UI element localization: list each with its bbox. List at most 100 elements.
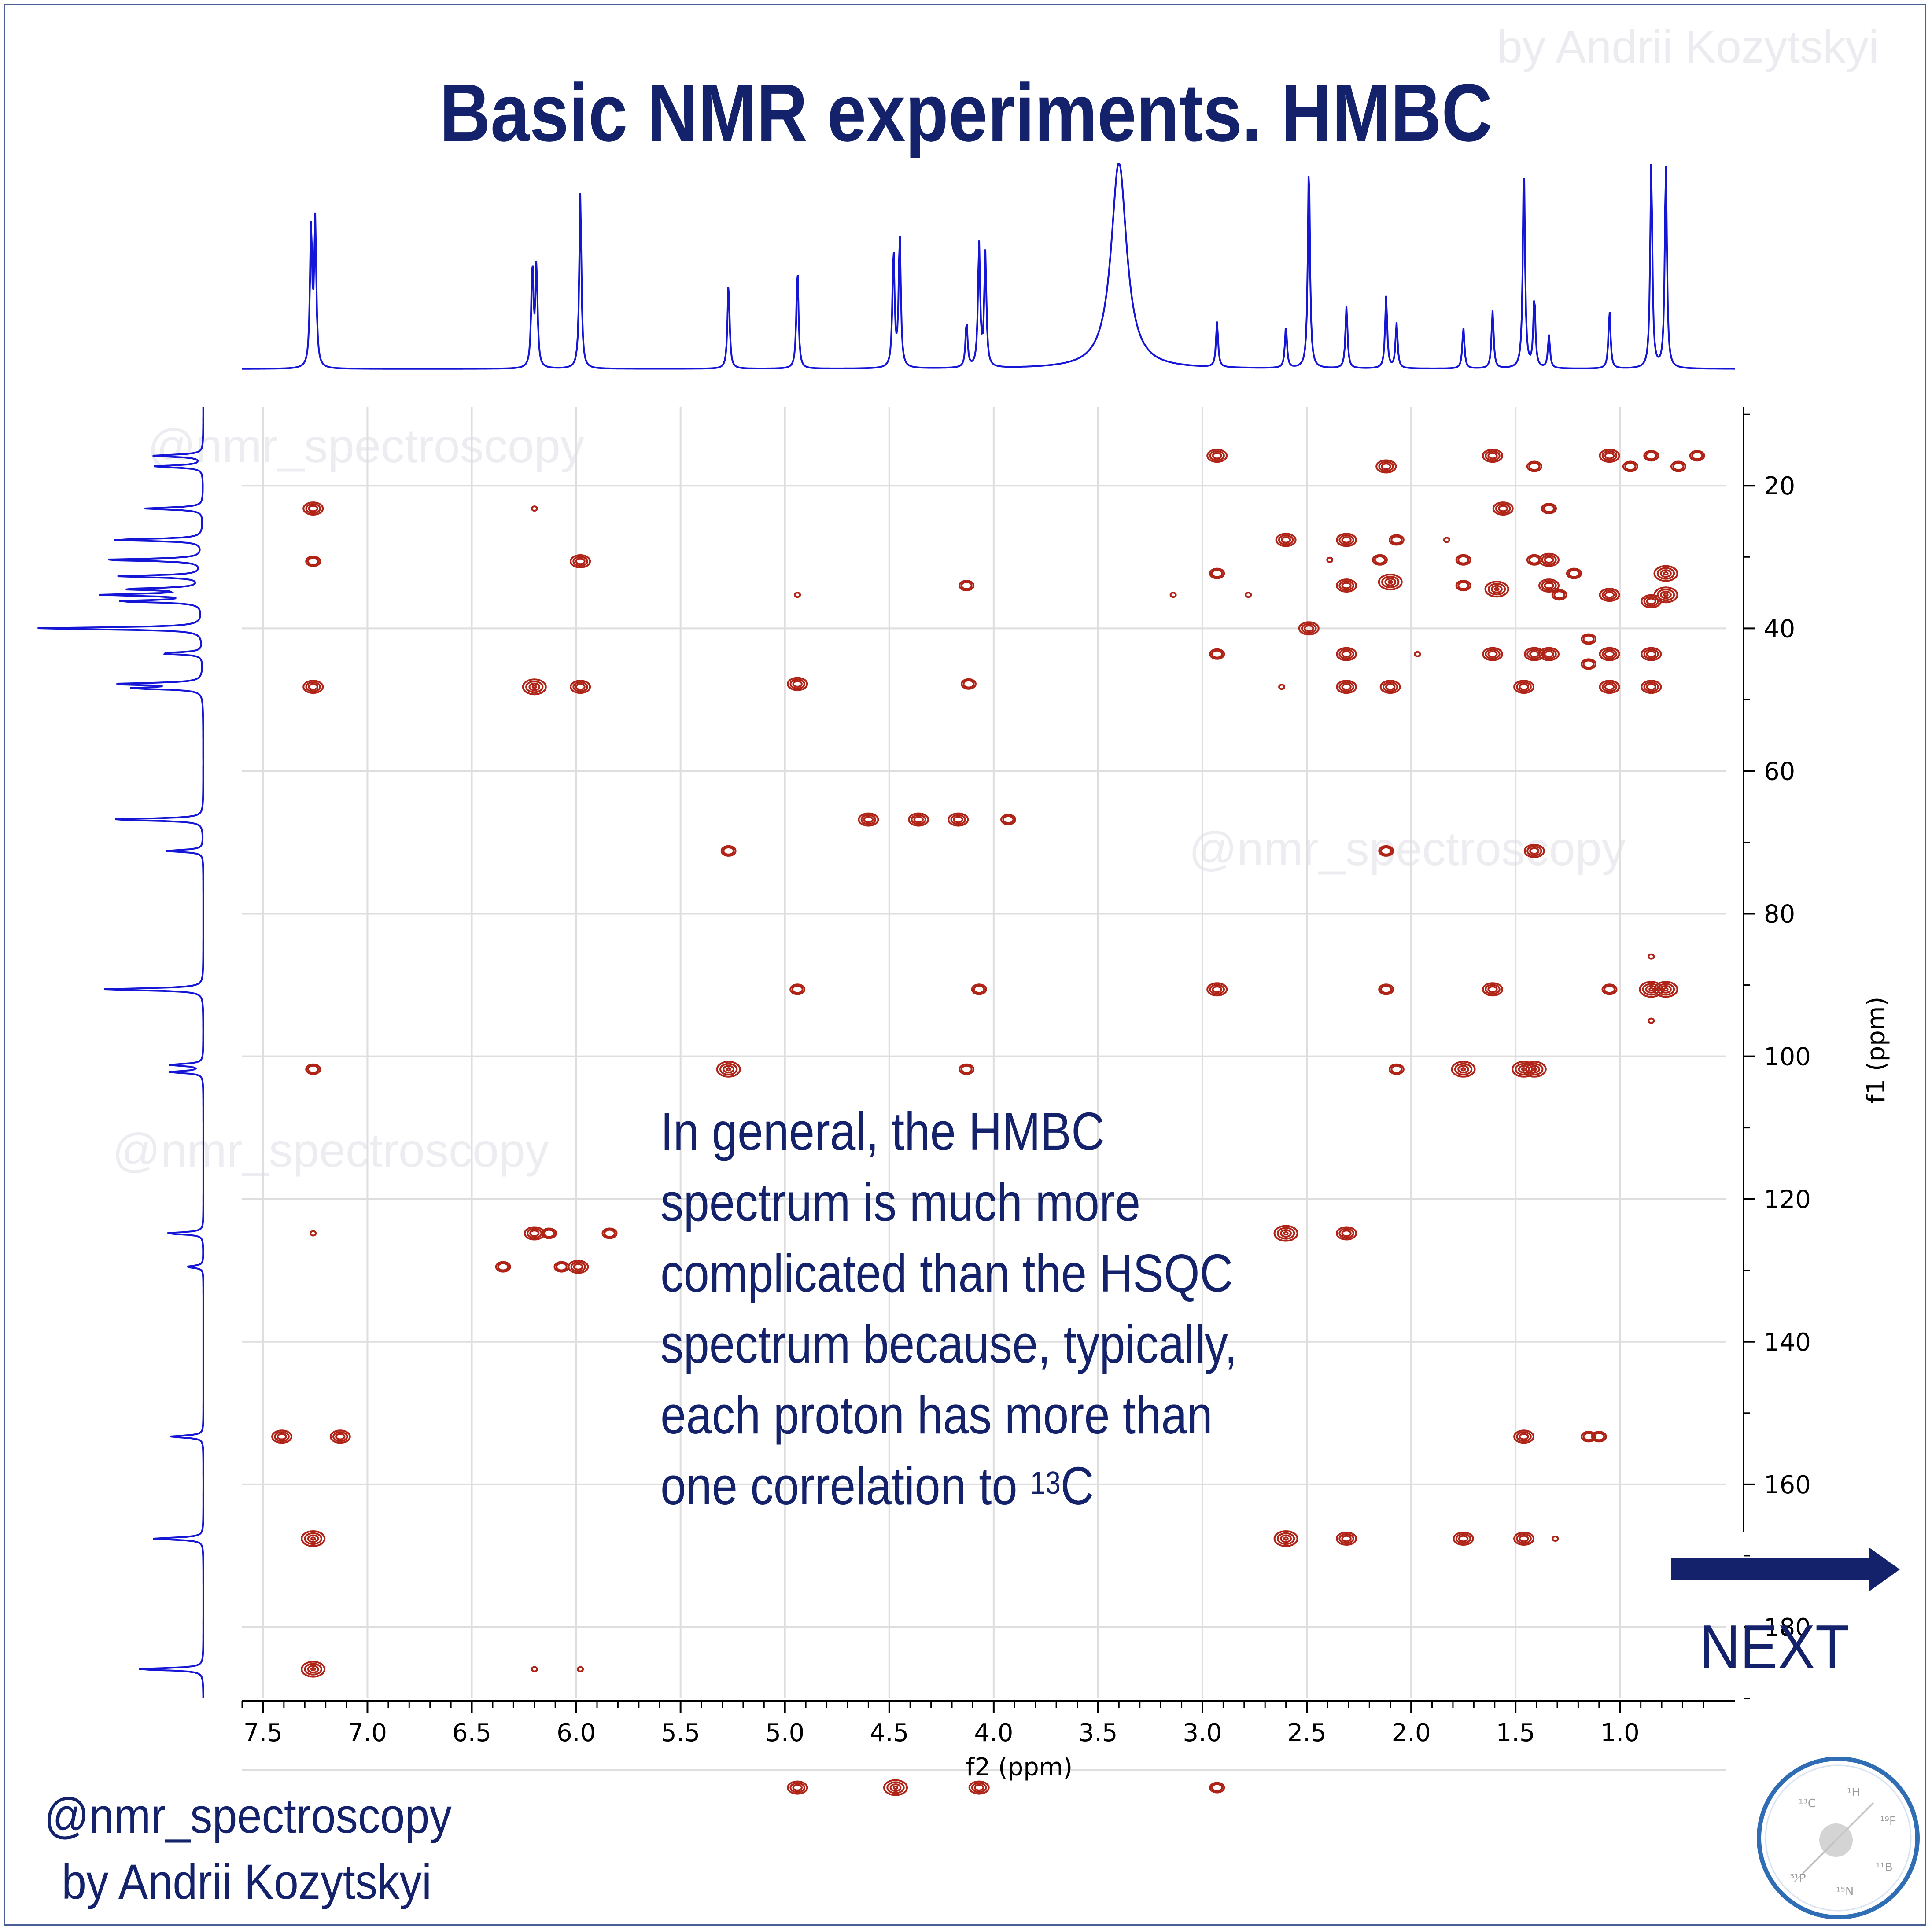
- contour-ring: [1653, 981, 1678, 998]
- hmbc-cross-peak: [1273, 1225, 1298, 1242]
- contour-ring: [1541, 503, 1557, 515]
- hmbc-cross-peak: [305, 1063, 321, 1075]
- contour-ring: [1519, 1433, 1529, 1440]
- contour-ring: [1276, 1532, 1295, 1545]
- note-line: spectrum is much more: [660, 1172, 1141, 1232]
- contour-ring: [716, 1061, 741, 1078]
- y-tick-label: 140: [1764, 1328, 1811, 1357]
- contour-ring: [911, 814, 926, 825]
- contour-ring: [1516, 1533, 1532, 1544]
- hmbc-cross-peak: [1336, 680, 1357, 694]
- contour-ring: [1379, 680, 1401, 694]
- hmbc-cross-peak: [1653, 586, 1678, 604]
- hmbc-cross-peak: [329, 1429, 351, 1444]
- hmbc-cross-peak: [1336, 533, 1357, 547]
- hmbc-cross-peak: [570, 554, 591, 568]
- contour-ring: [304, 1532, 322, 1545]
- next-button[interactable]: NEXT: [1700, 1612, 1850, 1682]
- contour-ring: [495, 1261, 511, 1273]
- contour-ring: [575, 683, 586, 691]
- hmbc-cross-peak: [971, 983, 987, 995]
- contour-ring: [1455, 1533, 1471, 1544]
- contour-ring: [568, 1260, 589, 1274]
- contour-ring: [1487, 650, 1498, 658]
- contour-ring: [1516, 1431, 1532, 1442]
- hmbc-cross-peak: [1336, 1226, 1357, 1241]
- page-title: Basic NMR experiments. HMBC: [439, 67, 1493, 158]
- contour-ring: [1568, 569, 1580, 578]
- contour-ring: [1338, 681, 1354, 692]
- contour-ring: [310, 1536, 316, 1541]
- y-tick-label: 20: [1764, 472, 1795, 501]
- hmbc-cross-peak: [1206, 449, 1228, 463]
- hmbc-cross-peak: [1375, 459, 1397, 474]
- hmbc-cross-peak: [541, 1227, 557, 1239]
- contour-ring: [1245, 592, 1252, 598]
- page-frame: [4, 4, 1926, 1926]
- hmbc-cross-peak: [495, 1261, 511, 1273]
- contour-ring: [1604, 591, 1615, 599]
- contour-ring: [973, 985, 985, 994]
- contour-ring: [1209, 567, 1225, 579]
- hmbc-cross-peak: [959, 580, 975, 592]
- x-tick-label: 1.0: [1600, 1719, 1640, 1747]
- contour-ring: [863, 816, 874, 823]
- note-line6-suffix: C: [1060, 1456, 1094, 1516]
- contour-ring: [1457, 555, 1470, 564]
- watermark-handle-2: @nmr_spectroscopy: [1189, 822, 1626, 875]
- contour-ring: [1380, 847, 1392, 855]
- contour-ring: [1278, 534, 1294, 545]
- hmbc-cross-peak: [1455, 554, 1471, 566]
- contour-ring: [1516, 681, 1532, 692]
- hmbc-cross-peak: [1552, 1536, 1559, 1542]
- contour-ring: [1443, 537, 1450, 543]
- hmbc-cross-peak: [1379, 680, 1401, 694]
- contour-ring: [1336, 1532, 1357, 1546]
- contour-ring: [792, 1784, 803, 1791]
- contour-ring: [1000, 814, 1016, 825]
- contour-ring: [1543, 504, 1555, 513]
- svg-text:¹¹B: ¹¹B: [1876, 1861, 1893, 1874]
- contour-ring: [908, 812, 929, 827]
- contour-ring: [1513, 1429, 1535, 1444]
- contour-ring: [858, 812, 879, 827]
- hmbc-cross-peak: [787, 677, 808, 691]
- contour-ring: [1273, 1530, 1298, 1547]
- contour-ring: [1648, 953, 1655, 960]
- hmbc-cross-peak: [601, 1227, 618, 1239]
- contour-ring: [1390, 535, 1403, 545]
- svg-text:¹⁹F: ¹⁹F: [1880, 1815, 1896, 1828]
- hmbc-cross-peak: [1492, 501, 1514, 516]
- contour-ring: [1643, 648, 1659, 659]
- contour-ring: [1523, 843, 1545, 858]
- contour-ring: [1276, 1227, 1295, 1240]
- y-tick-label: 100: [1764, 1043, 1811, 1072]
- y-tick-label: 60: [1764, 757, 1795, 786]
- contour-ring: [1653, 565, 1678, 582]
- hmbc-cross-peak: [1599, 588, 1620, 602]
- contour-ring: [1519, 1535, 1529, 1543]
- contour-ring: [1390, 1064, 1403, 1074]
- contour-ring: [1604, 985, 1615, 994]
- contour-ring: [1581, 1431, 1597, 1443]
- 1h-spectrum-trace: [242, 163, 1735, 370]
- hmbc-cross-peak: [310, 1230, 317, 1237]
- hmbc-cross-peak: [1599, 680, 1620, 694]
- hmbc-cross-peak: [1455, 580, 1471, 592]
- contour-ring: [1212, 452, 1222, 460]
- watermark-handle-3: @nmr_spectroscopy: [112, 1123, 549, 1177]
- contour-ring: [789, 983, 806, 995]
- hmbc-cross-peak: [948, 812, 969, 827]
- contour-ring: [1639, 981, 1664, 998]
- contour-ring: [1541, 580, 1557, 591]
- contour-ring: [1593, 1432, 1605, 1441]
- contour-ring: [570, 554, 591, 568]
- contour-ring: [1283, 1536, 1289, 1541]
- next-arrow-icon[interactable]: [1671, 1547, 1900, 1591]
- hmbc-cross-peak: [968, 1780, 990, 1795]
- contour-ring: [271, 1429, 293, 1444]
- contour-ring: [971, 1782, 987, 1793]
- y-tick-label: 180: [1764, 1613, 1811, 1642]
- contour-ring: [1582, 634, 1595, 644]
